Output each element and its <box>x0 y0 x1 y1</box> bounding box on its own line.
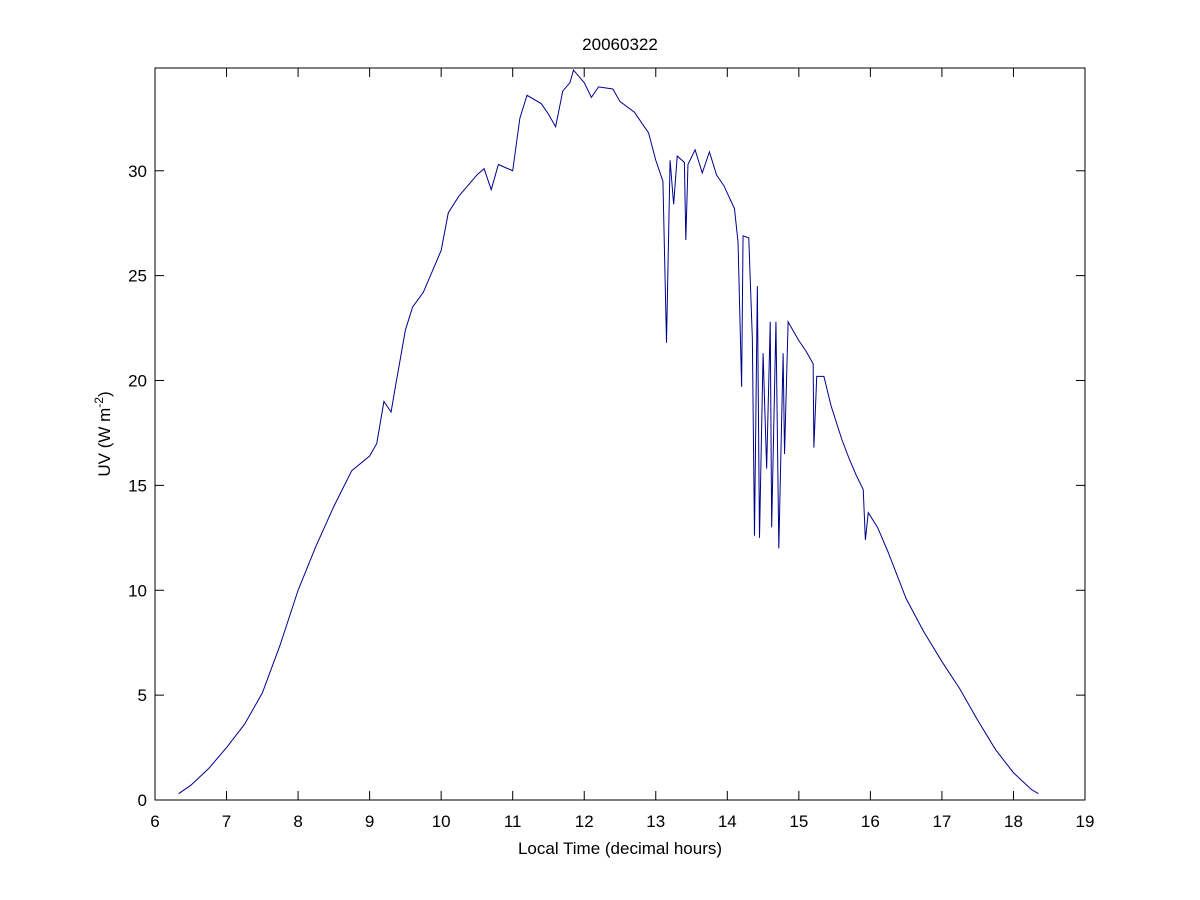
x-tick-label: 13 <box>646 812 665 831</box>
x-tick-label: 14 <box>718 812 737 831</box>
x-tick-label: 11 <box>504 812 522 831</box>
x-tick-label: 18 <box>1004 812 1023 831</box>
y-tick-label: 25 <box>128 267 147 286</box>
plot-area <box>154 67 1086 801</box>
x-tick-label: 9 <box>365 812 374 831</box>
y-tick-label: 30 <box>128 162 147 181</box>
x-tick-label: 12 <box>575 812 594 831</box>
y-axis-label-text: UV (W m <box>95 408 114 477</box>
y-tick-label: 10 <box>128 581 147 600</box>
x-tick-label: 19 <box>1076 812 1095 831</box>
x-tick-label: 15 <box>789 812 808 831</box>
chart-title: 20060322 <box>582 35 658 54</box>
y-axis-label: UV (W m-2) <box>92 391 114 476</box>
x-tick-label: 6 <box>150 812 159 831</box>
x-tick-label: 16 <box>861 812 880 831</box>
x-tick-label: 17 <box>932 812 951 831</box>
y-tick-label: 0 <box>138 791 147 810</box>
y-axis-label-superscript: -2 <box>92 397 106 408</box>
x-axis-label: Local Time (decimal hours) <box>518 839 722 858</box>
y-tick-label: 20 <box>128 372 147 391</box>
y-tick-label: 5 <box>138 686 147 705</box>
y-axis-label-suffix: ) <box>95 391 114 397</box>
data-line <box>178 69 1039 795</box>
x-tick-label: 8 <box>293 812 302 831</box>
x-tick-label: 7 <box>222 812 231 831</box>
x-tick-label: 10 <box>432 812 451 831</box>
y-tick-label: 15 <box>128 476 147 495</box>
